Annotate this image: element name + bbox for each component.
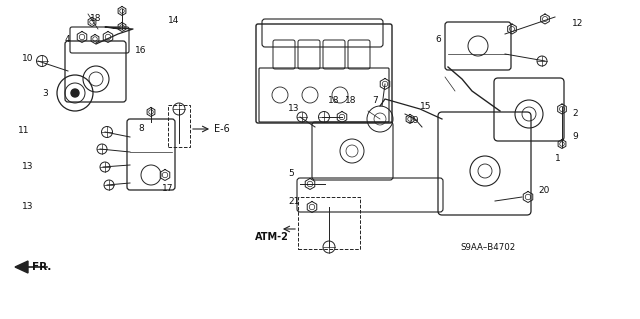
Text: 18: 18 (328, 97, 339, 106)
Text: 17: 17 (162, 184, 173, 194)
Polygon shape (15, 261, 28, 273)
Text: 13: 13 (22, 162, 33, 172)
Text: 1: 1 (555, 154, 561, 164)
Text: 16: 16 (135, 47, 147, 56)
Text: ATM-2: ATM-2 (255, 232, 289, 242)
Text: 15: 15 (420, 102, 431, 112)
Text: S9AA–B4702: S9AA–B4702 (460, 242, 515, 251)
Text: FR.: FR. (32, 262, 51, 272)
Text: 2: 2 (572, 109, 578, 118)
Text: 19: 19 (408, 116, 419, 125)
Text: 13: 13 (288, 105, 300, 114)
Text: 18: 18 (90, 14, 102, 24)
Circle shape (71, 89, 79, 97)
Text: 11: 11 (18, 127, 29, 136)
Text: E-6: E-6 (214, 124, 230, 134)
Text: 12: 12 (572, 19, 584, 28)
Text: 8: 8 (138, 124, 144, 133)
Text: 7: 7 (372, 97, 378, 106)
Text: 18: 18 (345, 97, 356, 106)
Text: 14: 14 (168, 17, 179, 26)
Text: 10: 10 (22, 55, 33, 63)
Text: 20: 20 (538, 187, 549, 196)
Text: 6: 6 (435, 34, 441, 43)
Text: 4: 4 (65, 34, 70, 43)
Text: 3: 3 (42, 90, 48, 99)
Text: 13: 13 (22, 203, 33, 211)
Text: 21: 21 (288, 197, 300, 205)
Text: 9: 9 (572, 132, 578, 142)
Text: 5: 5 (288, 169, 294, 179)
